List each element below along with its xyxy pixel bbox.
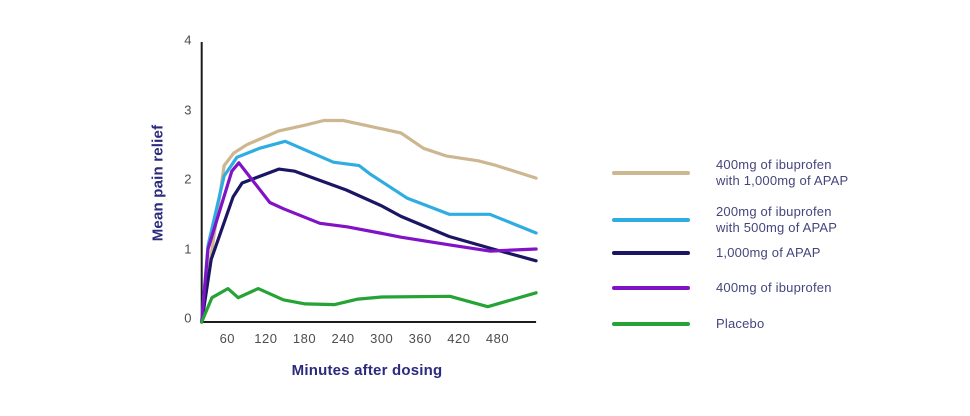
series-line-ibuprofen-400: [200, 161, 538, 324]
series-line-placebo: [200, 287, 538, 324]
legend-swatch-ibuprofen-200-apap-500: [612, 218, 690, 222]
y-tick-label-4: 4: [184, 32, 192, 48]
x-tick-label-480: 480: [485, 331, 510, 346]
legend-label-ibuprofen-400: 400mg of ibuprofen: [716, 280, 832, 295]
x-tick-label-240: 240: [331, 331, 355, 346]
y-tick-label-1: 1: [184, 241, 192, 256]
y-tick-label-0: 0: [184, 310, 192, 326]
x-tick-label-300: 300: [370, 331, 394, 346]
legend-label-placebo: Placebo: [716, 316, 765, 331]
x-axis-title: Minutes after dosing: [291, 362, 443, 379]
legend-swatch-placebo: [612, 322, 690, 326]
x-tick-label-420: 420: [447, 331, 471, 346]
legend-swatch-ibuprofen-400-apap-1000: [612, 171, 690, 175]
legend-label-ibuprofen-400-apap-1000: 400mg of ibuprofen with 1,000mg of APAP: [716, 157, 849, 188]
legend-label-ibuprofen-200-apap-500: 200mg of ibuprofen with 500mg of APAP: [716, 204, 838, 235]
legend-item-placebo: Placebo: [612, 316, 764, 332]
legend-swatch-apap-1000: [612, 251, 690, 255]
x-tick-label-360: 360: [408, 331, 432, 346]
legend-item-ibuprofen-400: 400mg of ibuprofen: [612, 280, 832, 296]
legend-item-apap-1000: 1,000mg of APAP: [612, 245, 821, 261]
y-axis-title: Mean pain relief: [149, 124, 167, 242]
y-tick-label-2: 2: [184, 171, 192, 187]
series-line-ibuprofen-200-apap-500: [200, 139, 538, 324]
legend-label-apap-1000: 1,000mg of APAP: [716, 245, 821, 260]
legend-item-ibuprofen-200-apap-500: 200mg of ibuprofen with 500mg of APAP: [612, 204, 837, 236]
y-tick-label-3: 3: [184, 102, 192, 117]
legend-item-ibuprofen-400-apap-1000: 400mg of ibuprofen with 1,000mg of APAP: [612, 157, 848, 189]
legend-swatch-ibuprofen-400: [612, 286, 690, 290]
series-line-apap-1000: [200, 167, 538, 324]
x-tick-label-180: 180: [292, 331, 317, 346]
x-tick-label-120: 120: [254, 331, 278, 346]
x-tick-label-60: 60: [219, 331, 236, 346]
